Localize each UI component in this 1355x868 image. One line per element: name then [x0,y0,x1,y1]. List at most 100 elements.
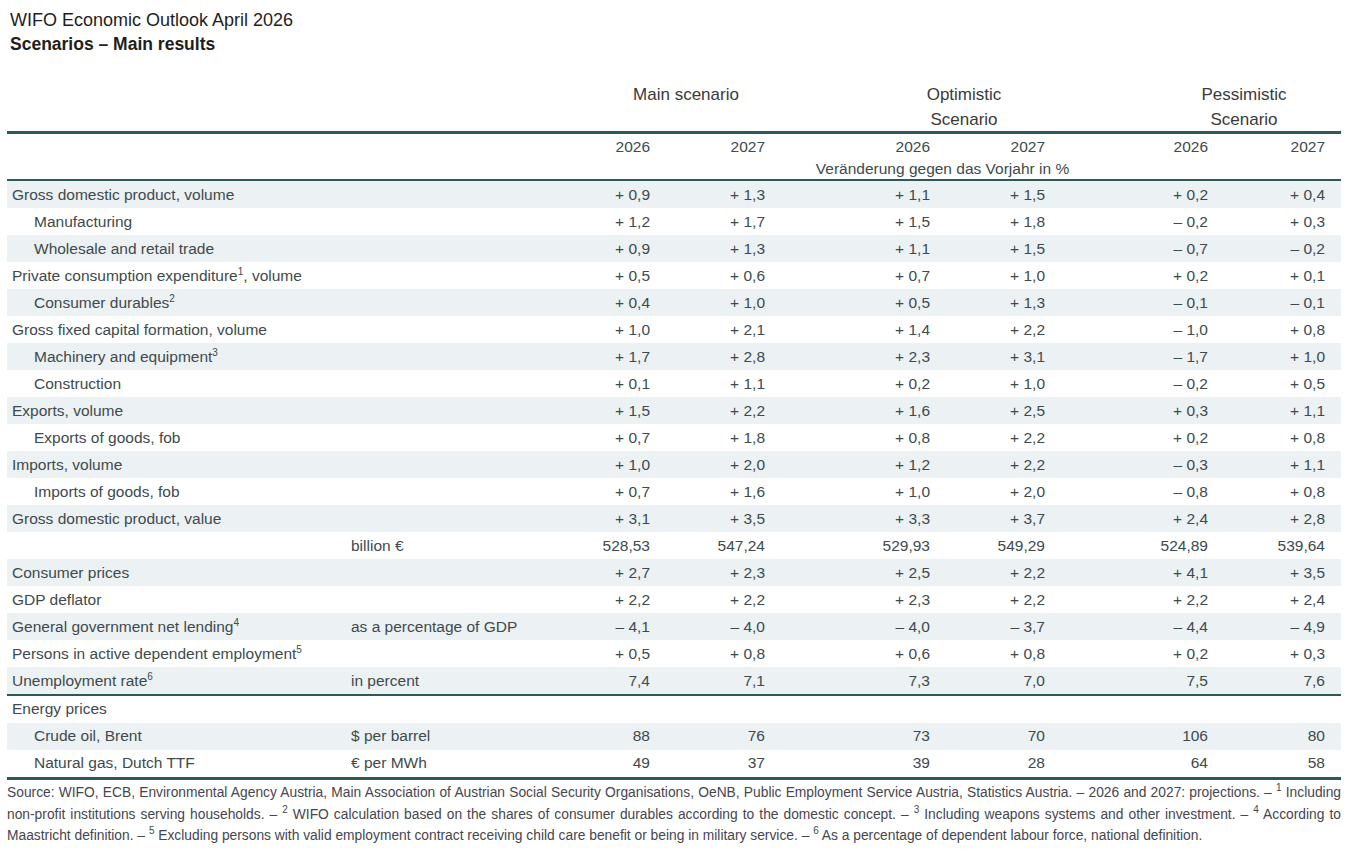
value-cell: – 1,0 [1045,321,1208,339]
row-label: Exports of goods, fob [7,429,351,447]
table-row: General government net lending4as a perc… [7,613,1341,640]
table-row: Exports of goods, fob+ 0,7+ 1,8+ 0,8+ 2,… [7,424,1341,451]
value-cell: – 0,2 [1208,240,1325,258]
value-cell: + 0,5 [560,267,650,285]
value-cell: + 0,4 [1208,186,1325,204]
value-cell: – 0,7 [1045,240,1208,258]
value-cell: + 1,2 [560,213,650,231]
value-cell: + 1,0 [560,321,650,339]
value-cell: 80 [1208,727,1325,745]
value-cell: + 0,8 [1208,429,1325,447]
row-label: Machinery and equipment3 [7,348,351,366]
value-cell: + 1,6 [650,483,765,501]
row-unit: $ per barrel [351,727,560,745]
value-cell: + 0,6 [765,645,930,663]
row-label: Manufacturing [7,213,351,231]
value-cell: 39 [765,754,930,772]
value-cell: + 2,2 [1045,591,1208,609]
table-row: Construction+ 0,1+ 1,1+ 0,2+ 1,0– 0,2+ 0… [7,370,1341,397]
value-cell: 547,24 [650,537,765,555]
value-cell: + 0,7 [765,267,930,285]
value-cell: 7,0 [930,672,1045,690]
row-unit: as a percentage of GDP [351,618,560,636]
table-row: Imports of goods, fob+ 0,7+ 1,6+ 1,0+ 2,… [7,478,1341,505]
value-cell: + 2,2 [930,456,1045,474]
value-cell: + 2,2 [560,591,650,609]
value-cell: + 0,8 [650,645,765,663]
value-cell: + 2,0 [930,483,1045,501]
footnote-marker: 5 [149,825,155,836]
value-cell: + 3,5 [1208,564,1325,582]
row-label: Wholesale and retail trade [7,240,351,258]
footnote-marker: 1 [238,265,244,276]
year-header: 2026 [1045,138,1208,156]
value-cell: + 1,0 [560,456,650,474]
value-cell: – 0,8 [1045,483,1208,501]
value-cell: – 4,1 [560,618,650,636]
units-note-row: Veränderung gegen das Vorjahr in % [7,159,1341,179]
footnote-marker: 4 [1253,804,1259,815]
footnote-marker: 3 [914,804,920,815]
value-cell: + 0,3 [1208,213,1325,231]
value-cell: + 0,6 [650,267,765,285]
year-header: 2027 [650,138,765,156]
table-row: Machinery and equipment3+ 1,7+ 2,8+ 2,3+… [7,343,1341,370]
year-header-row: 202620272026202720262027 [7,134,1341,159]
value-cell: + 1,5 [930,186,1045,204]
row-label: Imports, volume [7,456,351,474]
value-cell: 49 [560,754,650,772]
value-cell: + 1,1 [650,375,765,393]
value-cell: 76 [650,727,765,745]
value-cell: – 0,1 [1208,294,1325,312]
report-title: WIFO Economic Outlook April 2026 [10,10,293,31]
value-cell: – 0,1 [1045,294,1208,312]
value-cell: + 0,9 [560,240,650,258]
value-cell: + 0,3 [1208,645,1325,663]
value-cell: 73 [765,727,930,745]
value-cell: + 0,8 [930,645,1045,663]
value-cell: + 1,3 [650,186,765,204]
row-label: Gross domestic product, volume [7,186,351,204]
footnote-marker: 1 [1276,782,1282,793]
value-cell: + 2,3 [650,564,765,582]
footnote-marker: 5 [296,643,302,654]
table-row: Crude oil, Brent$ per barrel887673701068… [7,723,1341,750]
value-cell: – 4,0 [650,618,765,636]
footnote-marker: 6 [147,670,153,681]
value-cell: + 0,7 [560,429,650,447]
value-cell: – 4,0 [765,618,930,636]
value-cell: + 3,5 [650,510,765,528]
scenario-header-row: Main scenarioOptimistic ScenarioPessimis… [7,84,1341,131]
row-label: Gross fixed capital formation, volume [7,321,351,339]
value-cell: + 0,2 [1045,267,1208,285]
table-row: Gross fixed capital formation, volume + 1… [7,316,1341,343]
table-body-main: Gross domestic product, volume + 0,9 + 1,3… [7,181,1341,694]
value-cell: 28 [930,754,1045,772]
value-cell: + 1,1 [1208,402,1325,420]
table-row: Gross domestic product, value+ 3,1+ 3,5+… [7,505,1341,532]
table-row: Unemployment rate6in percent7,47,17,37,0… [7,667,1341,694]
value-cell: 524,89 [1045,537,1208,555]
value-cell: + 3,3 [765,510,930,528]
row-label: Natural gas, Dutch TTF [7,754,351,772]
table-row: Private consumption expenditure1, volume… [7,262,1341,289]
row-label: Consumer durables2 [7,294,351,312]
row-label: Imports of goods, fob [7,483,351,501]
value-cell: + 0,8 [1208,321,1325,339]
value-cell: + 3,1 [560,510,650,528]
footnote-marker: 3 [212,346,218,357]
value-cell: + 0,2 [765,375,930,393]
value-cell: + 0,2 [1045,429,1208,447]
footnote-marker: 4 [233,616,239,627]
table-body-energy: Energy pricesCrude oil, Brent$ per barre… [7,696,1341,777]
table-row: Consumer durables2+ 0,4+ 1,0+ 0,5+ 1,3– … [7,289,1341,316]
row-label: Crude oil, Brent [7,727,351,745]
row-unit: billion € [351,537,560,555]
value-cell: + 1,5 [560,402,650,420]
value-cell: + 2,2 [930,591,1045,609]
value-cell: + 1,4 [765,321,930,339]
year-header: 2026 [765,138,930,156]
value-cell: 539,64 [1208,537,1325,555]
table-row: billion €528,53547,24529,93549,29524,895… [7,532,1341,559]
value-cell: 7,6 [1208,672,1325,690]
